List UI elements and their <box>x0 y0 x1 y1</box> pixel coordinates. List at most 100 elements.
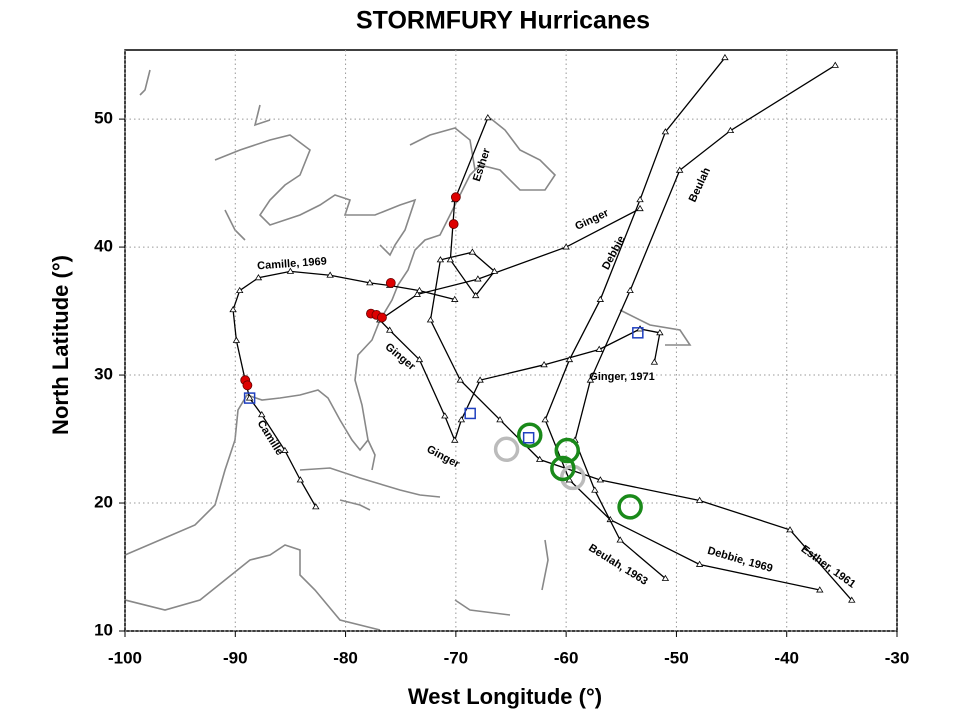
track-point <box>595 345 603 352</box>
y-tick-label: 50 <box>94 109 113 128</box>
track-point <box>232 336 241 343</box>
track-point <box>565 355 574 363</box>
track-point <box>451 295 459 302</box>
blue-square <box>243 392 256 404</box>
track-label: Esther, 1961 <box>799 543 858 590</box>
track-point <box>661 574 670 581</box>
track-point <box>229 306 237 313</box>
track-point <box>636 204 644 212</box>
track-point <box>616 536 624 543</box>
track-point <box>281 446 289 453</box>
track-point <box>656 329 664 336</box>
blue-square <box>464 407 476 420</box>
green-circle <box>617 494 643 520</box>
x-tick-label: -30 <box>885 648 910 667</box>
red-point <box>448 219 459 229</box>
track-point <box>596 295 605 302</box>
track-point <box>286 267 295 274</box>
x-tick-label: -100 <box>108 648 142 667</box>
track-point <box>831 61 839 68</box>
plot-frame <box>124 49 898 632</box>
track-point <box>415 355 424 363</box>
blue-square <box>522 432 535 444</box>
track-point <box>786 526 794 533</box>
track-line <box>232 270 455 508</box>
track-label: Ginger, 1971 <box>589 371 654 383</box>
track-point <box>586 376 595 383</box>
track-point <box>385 326 394 333</box>
green-circle <box>554 437 580 464</box>
track-point <box>413 290 421 297</box>
red-point <box>377 312 387 323</box>
track-point <box>726 126 735 134</box>
track-point <box>848 596 856 603</box>
track-line <box>574 64 836 580</box>
x-tick-label: -40 <box>774 648 799 667</box>
y-tick-label: 30 <box>94 365 113 384</box>
y-tick-label: 40 <box>94 237 113 256</box>
track-point <box>451 436 459 443</box>
track-label: Beulah, 1963 <box>586 542 649 588</box>
green-circle <box>516 422 543 448</box>
coastlines <box>124 69 692 631</box>
track-point <box>484 114 492 121</box>
track-label: Beulah <box>687 166 713 205</box>
x-tick-label: -50 <box>664 648 689 667</box>
track-point <box>476 376 484 383</box>
track-point <box>415 286 424 293</box>
track-point <box>254 274 263 281</box>
track-point <box>541 416 549 423</box>
track-point <box>245 394 254 401</box>
track-point <box>591 486 599 493</box>
x-axis-label: West Longitude (°) <box>408 684 602 709</box>
track-point <box>258 410 266 418</box>
track-point <box>650 358 659 365</box>
track-point <box>695 560 704 567</box>
chart-title: STORMFURY Hurricanes <box>356 7 650 35</box>
x-tick-label: -80 <box>333 648 358 667</box>
track-point <box>540 361 548 368</box>
track-label: Camille <box>255 418 286 458</box>
track-point <box>676 166 684 173</box>
track-point <box>661 128 670 135</box>
track-point <box>816 586 824 593</box>
track-label: Ginger <box>573 207 611 233</box>
red-point <box>242 380 253 391</box>
track-line <box>429 117 853 601</box>
track-line <box>544 57 820 591</box>
blue-square <box>632 327 644 339</box>
track-point <box>695 496 704 503</box>
track-label: Debbie, 1969 <box>706 545 774 575</box>
red-point <box>385 278 396 288</box>
y-axis-label: North Latitude (°) <box>48 255 73 435</box>
track-point <box>474 275 482 282</box>
track-point <box>596 476 605 483</box>
track-point <box>312 503 320 510</box>
track-point <box>472 291 480 299</box>
x-tick-label: -90 <box>223 648 248 667</box>
gray-circle <box>493 436 520 463</box>
track-point <box>235 286 244 293</box>
track-point <box>636 195 644 203</box>
track-label: Ginger <box>425 443 463 471</box>
track-point <box>496 416 504 423</box>
track-point <box>436 256 445 263</box>
green-circle <box>550 455 576 482</box>
y-tick-label: 20 <box>94 493 113 512</box>
track-point <box>326 271 334 278</box>
track-point <box>457 416 466 423</box>
track-point <box>490 267 499 274</box>
track-label: Ginger <box>383 341 418 373</box>
track-point <box>456 376 464 383</box>
track-point <box>366 279 374 286</box>
track-point <box>426 316 435 323</box>
track-point <box>441 412 449 419</box>
x-tick-label: -70 <box>444 648 469 667</box>
x-tick-label: -60 <box>554 648 579 667</box>
track-point <box>562 243 570 250</box>
track-point <box>468 248 477 255</box>
track-point <box>296 476 305 483</box>
track-point <box>626 286 634 293</box>
y-tick-label: 10 <box>94 620 113 639</box>
